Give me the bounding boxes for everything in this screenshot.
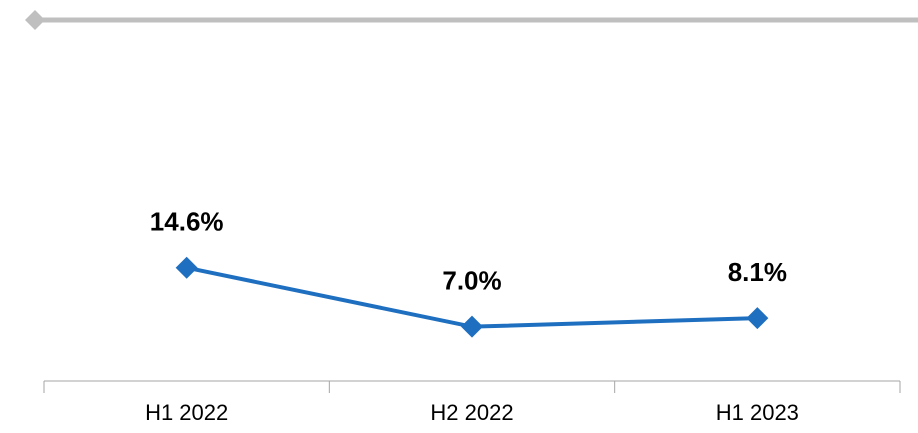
data-label: 14.6%	[150, 207, 224, 237]
marker	[746, 307, 769, 330]
x-tick-label: H1 2022	[145, 400, 228, 425]
marker	[175, 256, 198, 279]
header-diamond	[25, 10, 45, 30]
data-label: 7.0%	[442, 266, 501, 296]
data-label: 8.1%	[728, 257, 787, 287]
x-tick-label: H2 2022	[430, 400, 513, 425]
x-tick-label: H1 2023	[716, 400, 799, 425]
marker	[461, 315, 483, 338]
